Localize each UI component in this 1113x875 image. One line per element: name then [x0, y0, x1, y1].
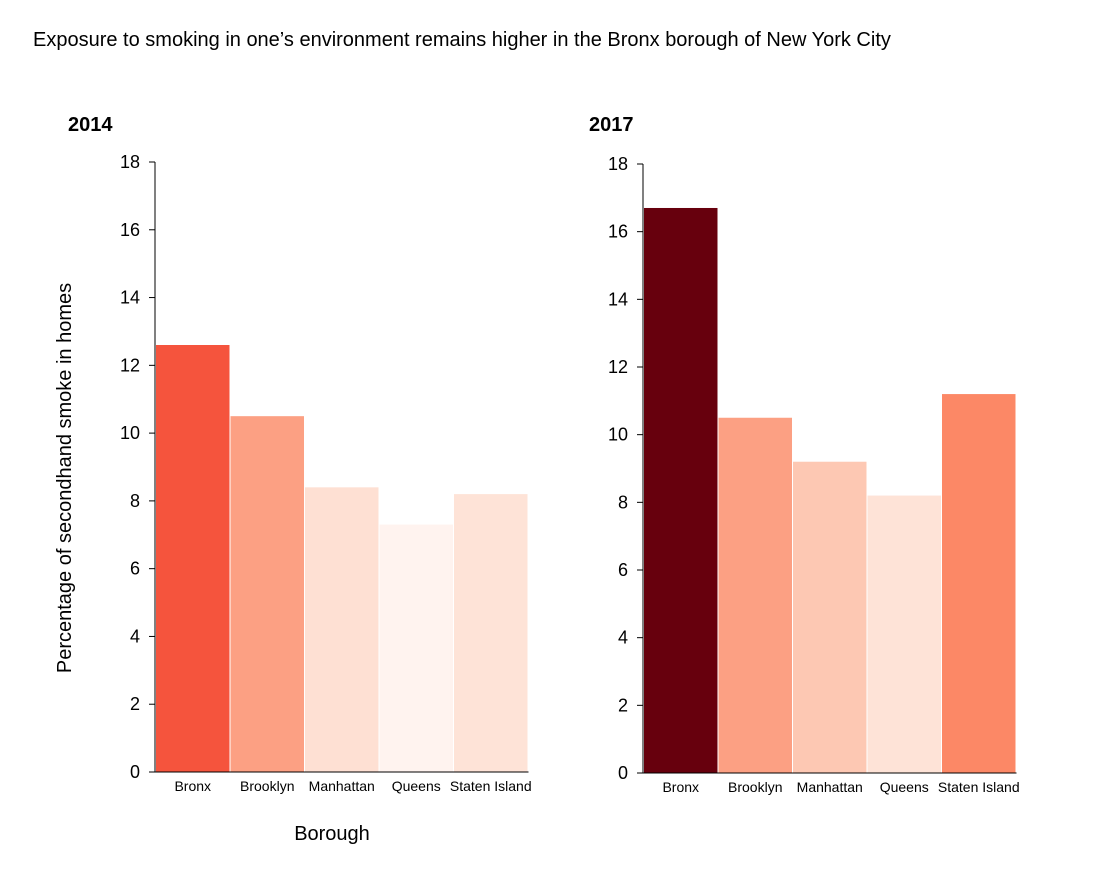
bar-brooklyn: [230, 416, 304, 772]
y-tick-label: 6: [130, 559, 140, 579]
y-tick-label: 14: [120, 288, 140, 308]
panel-title-2017: 2017: [589, 114, 634, 136]
panel-title-2014: 2014: [68, 114, 113, 136]
x-tick-label: Queens: [392, 778, 441, 794]
y-tick-label: 16: [120, 220, 140, 240]
bar-brooklyn: [718, 417, 792, 773]
x-tick-label: Bronx: [662, 779, 699, 795]
y-tick-label: 8: [130, 491, 140, 511]
y-tick-label: 12: [120, 355, 140, 375]
y-tick-label: 2: [130, 694, 140, 714]
bar-manhattan: [793, 461, 867, 773]
y-tick-label: 4: [130, 626, 140, 646]
x-tick-label: Brooklyn: [728, 779, 782, 795]
x-tick-label: Staten Island: [938, 779, 1020, 795]
y-tick-label: 18: [120, 152, 140, 172]
bar-bronx: [156, 345, 230, 772]
x-tick-label: Manhattan: [797, 779, 863, 795]
y-tick-label: 0: [618, 763, 628, 783]
bar-bronx: [644, 207, 718, 773]
x-tick-label: Staten Island: [450, 778, 532, 794]
chart-title: Exposure to smoking in one’s environment…: [33, 29, 891, 51]
y-tick-label: 12: [608, 357, 628, 377]
y-tick-label: 10: [608, 425, 628, 445]
y-tick-label: 16: [608, 222, 628, 242]
y-tick-label: 2: [618, 695, 628, 715]
x-tick-label: Queens: [880, 779, 929, 795]
panel-2014: 2014 Percentage of secondhand smoke in h…: [54, 114, 532, 845]
bar-staten-island: [942, 394, 1016, 773]
bar-queens: [867, 495, 941, 773]
y-tick-label: 8: [618, 492, 628, 512]
bar-queens: [379, 524, 453, 772]
y-tick-label: 10: [120, 423, 140, 443]
y-tick-label: 4: [618, 628, 628, 648]
panel-2017: 2017 0 2 4 6 8 10 12 14 16 18 Bronx Brooklyn Manhatt…: [589, 114, 1020, 795]
x-tick-label: Bronx: [174, 778, 211, 794]
bar-staten-island: [454, 494, 528, 772]
bar-manhattan: [305, 487, 379, 772]
x-tick-label: Manhattan: [309, 778, 375, 794]
y-tick-label: 6: [618, 560, 628, 580]
x-axis-title: Borough: [294, 823, 370, 845]
x-tick-label: Brooklyn: [240, 778, 294, 794]
y-tick-label: 0: [130, 762, 140, 782]
y-tick-label: 14: [608, 289, 628, 309]
y-axis-title: Percentage of secondhand smoke in homes: [54, 283, 76, 673]
y-tick-label: 18: [608, 154, 628, 174]
